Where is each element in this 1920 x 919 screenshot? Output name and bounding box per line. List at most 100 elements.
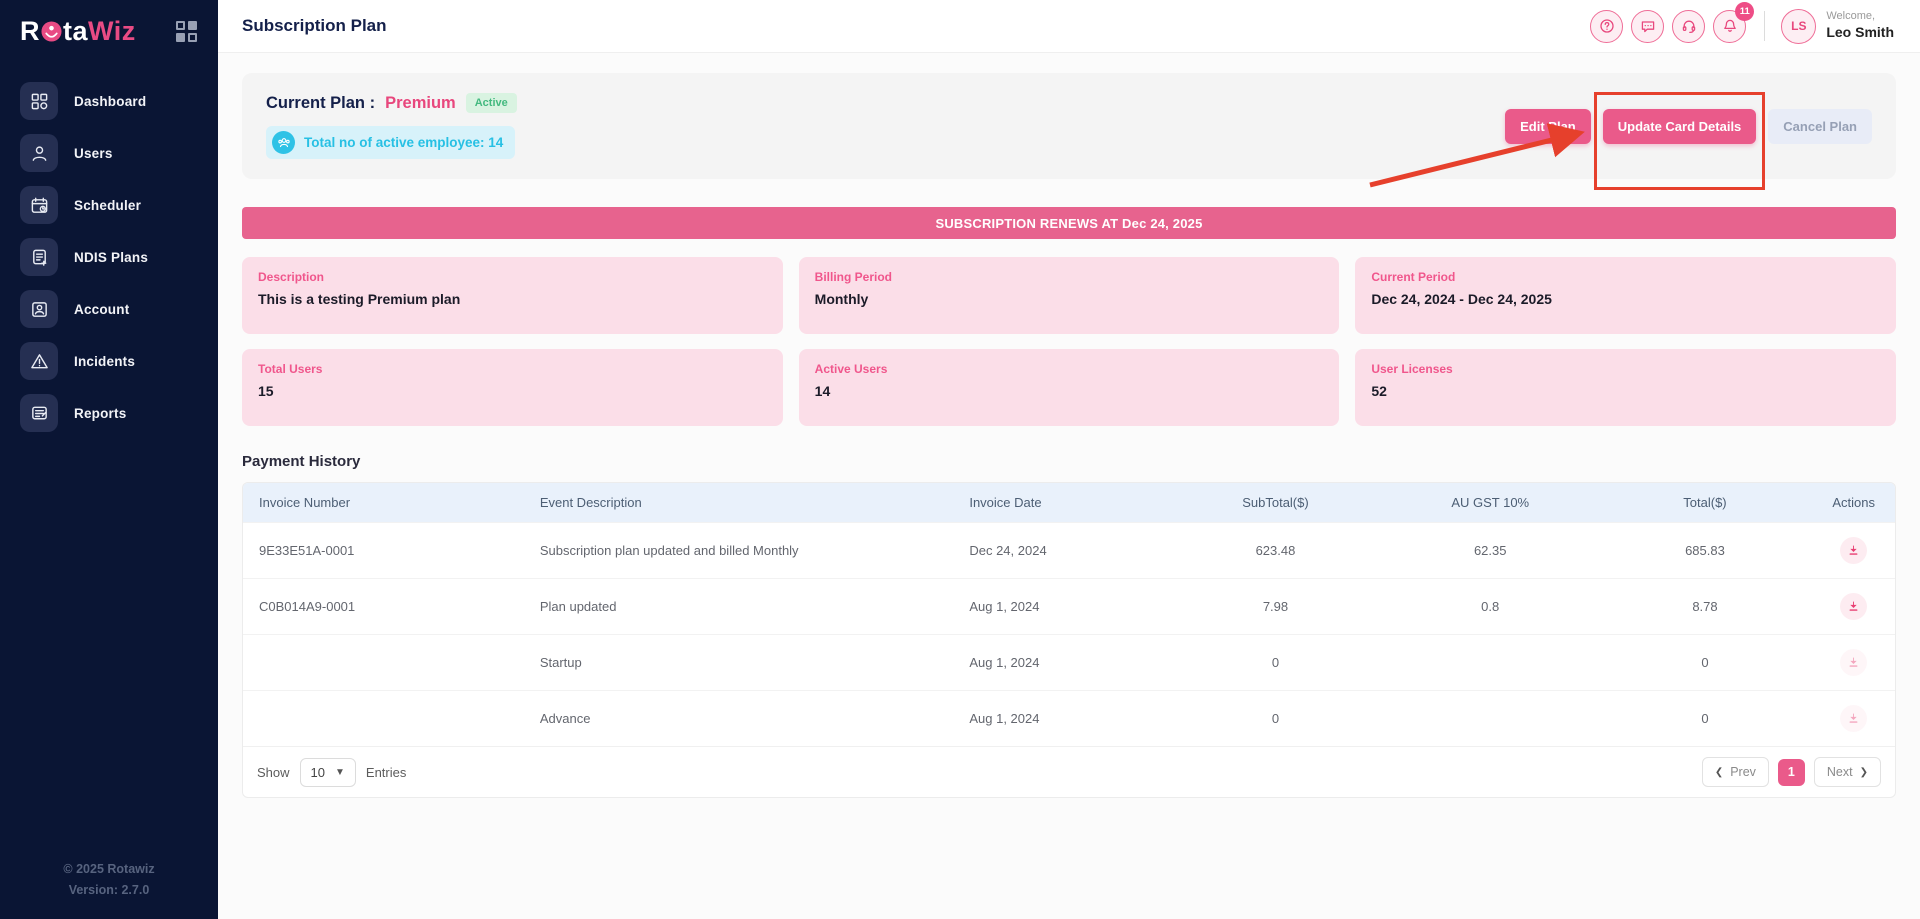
pagination: ❮ Prev 1 Next ❯ [1701,757,1881,787]
logo-text-r: R [20,16,40,46]
sidebar-item-reports[interactable]: Reports [0,387,218,439]
notification-badge: 11 [1735,1,1755,21]
sidebar-item-dashboard[interactable]: Dashboard [0,75,218,127]
table-row: 9E33E51A-0001 Subscription plan updated … [243,522,1895,579]
table-row: C0B014A9-0001 Plan updated Aug 1, 2024 7… [243,578,1895,635]
active-employee-text: Total no of active employee: 14 [304,135,504,150]
user-welcome: Welcome, Leo Smith [1826,10,1894,41]
cell-total: 685.83 [1597,522,1813,579]
main-area: Subscription Plan 11 LS Welcome, Leo Smi… [218,0,1920,919]
support-headset-icon[interactable] [1672,9,1706,43]
sidebar-item-label: NDIS Plans [74,249,149,265]
download-invoice-icon[interactable] [1840,705,1868,732]
logo-text-ta: ta [63,16,89,46]
chevron-down-icon: ▼ [335,766,345,778]
chevron-left-icon: ❮ [1714,766,1724,778]
sidebar-item-scheduler[interactable]: Scheduler [0,179,218,231]
table-footer: Show 10 ▼ Entries ❮ Prev 1 Next ❯ [243,746,1895,797]
user-icon [20,134,58,172]
sidebar-item-label: Users [74,145,113,161]
topbar-actions: 11 LS Welcome, Leo Smith [1582,1,1894,44]
version-text: Version: 2.7.0 [68,882,150,897]
active-employee-pill: Total no of active employee: 14 [266,126,516,159]
sidebar-item-label: Account [74,301,130,317]
help-icon[interactable] [1590,9,1624,43]
download-invoice-icon[interactable] [1840,593,1868,620]
entries-label: Entries [365,764,407,780]
card-label: Current Period [1371,270,1456,284]
current-plan-card: Current Plan : Premium Active Total no o… [242,73,1896,190]
download-invoice-icon[interactable] [1840,649,1868,676]
cell-event: Plan updated [523,578,954,635]
welcome-label: Welcome, [1826,10,1876,23]
table-row: Advance Aug 1, 2024 0 0 [243,690,1895,746]
edit-plan-button[interactable]: Edit Plan [1505,108,1591,144]
renewal-banner: SUBSCRIPTION RENEWS AT Dec 24, 2025 [242,207,1896,239]
sidebar-item-incidents[interactable]: Incidents [0,335,218,387]
sidebar: R ta Wiz Dashboard Users [0,0,218,919]
cell-subtotal: 0 [1168,634,1383,691]
col-actions: Actions [1812,483,1895,523]
card-active-users: Active Users 14 [798,349,1340,426]
sidebar-item-users[interactable]: Users [0,127,218,179]
card-value: This is a testing Premium plan [258,291,461,307]
prev-page-button[interactable]: ❮ Prev [1701,757,1769,787]
payment-history-table: Invoice Number Event Description Invoice… [242,482,1896,798]
col-event-description: Event Description [523,483,954,523]
table-header-row: Invoice Number Event Description Invoice… [243,483,1895,523]
download-invoice-icon[interactable] [1840,537,1868,564]
cell-date: Aug 1, 2024 [953,578,1169,635]
document-plus-icon [20,238,58,276]
plan-name: Premium [385,93,456,112]
card-value: 14 [814,383,831,399]
col-invoice-date: Invoice Date [953,483,1169,523]
status-badge: Active [465,93,517,113]
card-value: 15 [258,383,274,399]
plan-detail-cards: Description This is a testing Premium pl… [242,257,1896,426]
plan-actions: Edit Plan Update Card Details Cancel Pla… [1369,91,1872,190]
sidebar-item-label: Scheduler [74,197,142,213]
cell-event: Startup [523,634,954,691]
chat-icon[interactable] [1631,9,1665,43]
rotawiz-logo[interactable]: R ta Wiz [20,16,136,47]
payment-history-title: Payment History [242,453,361,470]
card-label: User Licenses [1371,362,1453,376]
next-page-button[interactable]: Next ❯ [1813,757,1881,787]
sidebar-item-ndis-plans[interactable]: NDIS Plans [0,231,218,283]
page-number-button[interactable]: 1 [1777,758,1805,786]
bell-icon[interactable]: 11 [1713,1,1755,43]
entries-select[interactable]: 10 ▼ [299,757,356,787]
chevron-right-icon: ❯ [1859,766,1868,778]
sidebar-item-label: Dashboard [74,93,147,109]
card-value: Dec 24, 2024 - Dec 24, 2025 [1371,291,1552,307]
col-gst: AU GST 10% [1382,483,1598,523]
entries-value: 10 [310,764,325,780]
cell-gst: 62.35 [1382,522,1598,579]
cell-total: 0 [1597,690,1813,746]
prev-label: Prev [1730,765,1756,779]
cell-date: Aug 1, 2024 [953,690,1169,746]
update-card-wrap: Update Card Details [1369,91,1766,190]
update-card-details-button[interactable]: Update Card Details [1602,108,1757,144]
card-billing-period: Billing Period Monthly [798,257,1340,334]
card-user-licenses: User Licenses 52 [1355,349,1896,426]
header-divider [1764,11,1766,41]
page-title: Subscription Plan [242,16,387,35]
cell-invoice [243,690,524,746]
sidebar-item-account[interactable]: Account [0,283,218,335]
cell-gst [1382,690,1598,746]
card-label: Active Users [814,362,888,376]
cell-total: 8.78 [1597,578,1813,635]
sidebar-collapse-icon[interactable] [176,20,198,43]
employees-icon [272,131,295,154]
card-value: 52 [1371,383,1387,399]
cell-date: Aug 1, 2024 [953,634,1169,691]
copyright-text: © 2025 Rotawiz [63,861,155,876]
report-document-icon [20,394,58,432]
cancel-plan-button[interactable]: Cancel Plan [1768,108,1872,144]
cell-subtotal: 0 [1168,690,1383,746]
col-invoice-number: Invoice Number [243,483,524,523]
avatar[interactable]: LS [1781,8,1817,44]
calendar-clock-icon [20,186,58,224]
cell-invoice: C0B014A9-0001 [243,578,524,635]
